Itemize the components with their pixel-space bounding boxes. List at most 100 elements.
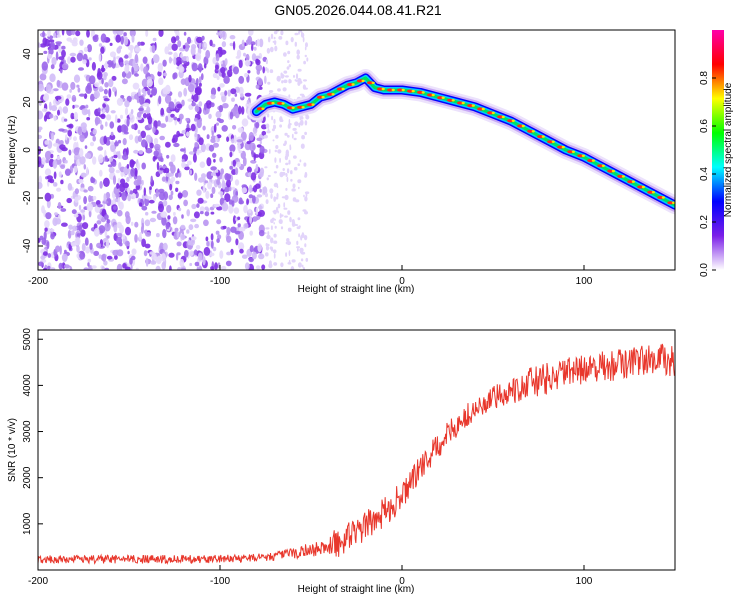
- spectrogram-noise-speck: [232, 106, 240, 114]
- spectrogram-noise-speck: [165, 172, 172, 177]
- spectrogram-noise-speck: [47, 265, 51, 270]
- spectrogram-noise-speck: [139, 232, 142, 241]
- spectrogram-noise-speck: [261, 124, 267, 130]
- spectrogram-noise-speck: [303, 79, 307, 82]
- spectrogram-noise-speck: [194, 105, 200, 113]
- spectrogram-noise-speck: [301, 232, 305, 238]
- spectrogram-noise-speck: [91, 61, 96, 71]
- spectrogram-ridge-peak: [551, 140, 555, 143]
- spectrogram-noise-speck: [203, 246, 211, 256]
- spectrogram-noise-speck: [297, 247, 299, 252]
- spectrogram-noise-speck: [251, 43, 254, 52]
- spectrogram-noise-speck: [59, 140, 64, 145]
- spectrogram-noise-speck: [285, 40, 289, 46]
- spectrogram-noise-speck: [138, 150, 144, 155]
- spectrogram-noise-speck: [105, 191, 111, 199]
- spectrogram-noise-speck: [255, 163, 259, 172]
- spectrogram-noise-speck: [67, 230, 72, 239]
- spectrogram-ridge-peak: [437, 96, 444, 100]
- spectrogram-noise-speck: [293, 137, 297, 141]
- spectrogram-noise-speck: [220, 61, 223, 65]
- spectrogram-noise-speck: [84, 237, 89, 246]
- spectrogram-noise-speck: [179, 258, 185, 268]
- spectrogram-noise-speck: [175, 187, 179, 192]
- spectrogram-noise-speck: [167, 51, 173, 55]
- spectrogram-noise-speck: [147, 88, 151, 96]
- spectrogram-noise-speck: [257, 243, 263, 253]
- spectrogram-noise-speck: [155, 255, 162, 265]
- spectrogram-noise-speck: [287, 210, 291, 215]
- spectrogram-noise-speck: [68, 224, 73, 230]
- spectrogram-noise-speck: [64, 159, 68, 164]
- spectrogram-noise-speck: [287, 50, 291, 55]
- spectrogram-noise-speck: [141, 78, 148, 88]
- spectrogram-ridge-peak: [346, 82, 354, 87]
- spectrogram-noise-speck: [180, 78, 187, 85]
- spectrogram-noise-speck: [193, 249, 198, 255]
- spectrogram-noise-speck: [286, 176, 289, 183]
- spectrogram-noise-speck: [242, 156, 247, 167]
- spectrogram-noise-speck: [212, 72, 218, 79]
- spectrogram-noise-speck: [111, 75, 117, 81]
- spectrogram-ridge-peak: [661, 196, 666, 199]
- spectrogram-noise-speck: [185, 127, 191, 132]
- spectrogram-noise-speck: [259, 188, 263, 193]
- spectrogram-noise-speck: [226, 226, 231, 236]
- spectrogram-noise-speck: [284, 155, 288, 161]
- spectrogram-noise-speck: [129, 30, 136, 37]
- spectrogram-noise-speck: [249, 142, 256, 152]
- spectrogram-noise-speck: [161, 176, 166, 182]
- spectrogram-noise-speck: [54, 218, 62, 225]
- spectrogram-noise-speck: [162, 242, 168, 251]
- spectrogram-noise-speck: [184, 166, 190, 171]
- spectrogram-noise-speck: [121, 78, 128, 85]
- spectrogram-noise-speck: [292, 127, 297, 131]
- spectrogram-noise-speck: [233, 134, 237, 144]
- spectrogram-noise-speck: [82, 222, 89, 230]
- spectrogram-noise-speck: [261, 130, 267, 136]
- spectrogram-noise-speck: [116, 249, 124, 257]
- spectrogram-noise-speck: [277, 203, 281, 209]
- spectrogram-noise-speck: [201, 173, 206, 179]
- spectrogram-ridge-peak: [457, 101, 464, 105]
- spectrogram-noise-speck: [54, 95, 62, 100]
- spectrogram-noise-speck: [195, 52, 202, 62]
- spectrogram-noise-speck: [134, 170, 138, 177]
- spectrogram-noise-speck: [210, 94, 216, 100]
- spectrogram-noise-speck: [258, 209, 266, 217]
- spectrogram-noise-speck: [305, 192, 308, 197]
- spectrogram-noise-speck: [194, 117, 198, 122]
- spectrogram-noise-speck: [259, 140, 262, 145]
- spectrogram-noise-speck: [219, 83, 225, 88]
- spectrogram-ridge-peak: [651, 191, 656, 194]
- spectrogram-noise-speck: [256, 38, 260, 47]
- spectrogram-noise-speck: [253, 185, 258, 193]
- spectrogram-noise-speck: [176, 241, 182, 247]
- spectrogram-noise-speck: [284, 215, 288, 218]
- spectrogram-noise-speck: [240, 93, 244, 98]
- spectrogram-noise-speck: [224, 173, 230, 181]
- spectrogram-noise-speck: [210, 166, 217, 171]
- spectrogram-noise-speck: [67, 56, 72, 64]
- spectrogram-noise-speck: [141, 205, 148, 211]
- spectrogram-noise-speck: [69, 52, 77, 57]
- spectrogram-noise-speck: [61, 30, 65, 36]
- spectrogram-noise-speck: [305, 257, 309, 262]
- spectrogram-ridge-peak: [647, 190, 654, 194]
- spectrogram-noise-speck: [177, 172, 182, 178]
- spectrogram-noise-speck: [85, 84, 92, 94]
- spectrogram-noise-speck: [72, 104, 75, 109]
- spectrogram-noise-speck: [144, 243, 151, 249]
- spectrogram-noise-speck: [137, 135, 142, 143]
- spectrogram-noise-speck: [73, 165, 78, 173]
- spectrogram-noise-speck: [265, 243, 268, 247]
- spectrogram-noise-speck: [265, 123, 270, 129]
- spectrogram-noise-speck: [271, 128, 275, 132]
- spectrogram-noise-speck: [128, 52, 132, 59]
- spectrogram-noise-speck: [115, 34, 121, 43]
- spectrogram-noise-speck: [71, 30, 76, 36]
- spectrogram-noise-speck: [267, 81, 271, 85]
- spectrogram-noise-speck: [208, 113, 212, 120]
- spectrogram-noise-speck: [283, 70, 288, 74]
- spectrogram-noise-speck: [41, 157, 46, 165]
